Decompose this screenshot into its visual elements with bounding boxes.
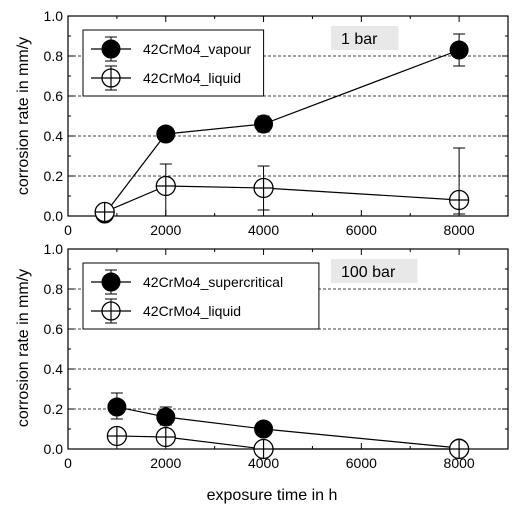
- y-tick-label: 1.0: [44, 8, 64, 24]
- data-point: [156, 124, 176, 144]
- series-line: [104, 49, 460, 215]
- annotation-box: [331, 259, 418, 283]
- legend-label: 42CrMo4_supercritical: [143, 274, 283, 290]
- data-point: [107, 397, 127, 417]
- annotation: 1 bar: [331, 26, 399, 50]
- y-tick-label: 0.4: [44, 128, 64, 144]
- data-point: [448, 189, 470, 211]
- x-tick-label: 4000: [248, 455, 279, 471]
- legend-swatch: [91, 65, 131, 91]
- legend-marker: [101, 272, 121, 292]
- y-axis-title: corrosion rate in mm/y: [15, 269, 32, 427]
- data-point: [449, 40, 469, 60]
- data-point: [94, 201, 115, 223]
- y-tick-label: 0.6: [44, 321, 64, 337]
- data-point: [448, 438, 470, 460]
- legend-box: [82, 262, 320, 330]
- legend-swatch: [91, 298, 131, 324]
- legend: 42CrMo4_vapour 42CrMo4_liquid: [82, 29, 265, 97]
- x-tick-label: 6000: [346, 455, 377, 471]
- legend-swatch: [91, 269, 131, 295]
- legend-marker: [101, 39, 121, 59]
- data-point: [253, 177, 274, 199]
- data-point: [155, 426, 176, 448]
- panel-1-bar: 0.0 0.2 0.4 0.6 0.8 1.0 0 2000 4000 6000 8000 42CrM…: [44, 8, 509, 238]
- y-tick-label: 0.0: [44, 208, 64, 224]
- data-point: [106, 425, 128, 447]
- x-tick-label: 2000: [150, 455, 181, 471]
- y-tick-label: 0.8: [44, 48, 64, 64]
- series-line: [104, 185, 460, 213]
- annotation-label: 1 bar: [341, 31, 378, 48]
- y-axis-title: corrosion rate in mm/y: [15, 37, 32, 195]
- data-point: [254, 419, 274, 439]
- legend-marker: [101, 68, 121, 88]
- y-tick-label: 1.0: [44, 241, 64, 257]
- legend-label: 42CrMo4_vapour: [143, 41, 252, 57]
- legend-label: 42CrMo4_liquid: [143, 303, 241, 319]
- x-tick-label: 0: [64, 222, 72, 238]
- legend-marker: [101, 301, 121, 321]
- y-tick-label: 0.6: [44, 88, 64, 104]
- annotation-label: 100 bar: [341, 264, 396, 281]
- y-tick-label: 0.0: [44, 441, 64, 457]
- x-tick-label: 8000: [444, 222, 475, 238]
- series-line: [116, 406, 460, 449]
- x-tick-label: 2000: [150, 222, 181, 238]
- series-line: [116, 435, 460, 450]
- legend: 42CrMo4_supercritical 42CrMo4_liquid: [82, 262, 320, 330]
- x-tick-label: 8000: [444, 455, 475, 471]
- data-point: [155, 175, 176, 197]
- data-point: [156, 407, 176, 427]
- data-point: [254, 114, 274, 134]
- y-tick-label: 0.2: [44, 401, 64, 417]
- y-tick-label: 0.4: [44, 361, 64, 377]
- y-tick-label: 0.8: [44, 281, 64, 297]
- y-tick-label: 0.2: [44, 168, 64, 184]
- annotation-box: [331, 26, 399, 50]
- series-2: [94, 147, 470, 223]
- x-tick-label: 6000: [346, 222, 377, 238]
- x-tick-label: 0: [64, 455, 72, 471]
- series-2: [106, 425, 470, 460]
- data-point: [253, 438, 274, 460]
- x-tick-label: 4000: [248, 222, 279, 238]
- legend-label: 42CrMo4_liquid: [143, 70, 241, 86]
- panel-100-bar: 0.0 0.2 0.4 0.6 0.8 1.0 0 2000 4000 6000 8000 42CrM…: [44, 241, 509, 471]
- annotation: 100 bar: [331, 259, 418, 283]
- x-axis-title: exposure time in h: [207, 487, 338, 504]
- legend-swatch: [91, 36, 131, 62]
